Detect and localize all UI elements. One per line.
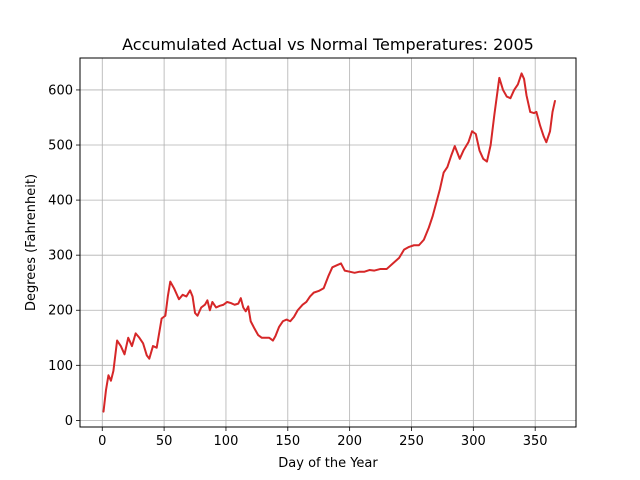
- x-tick-label: 200: [337, 434, 362, 449]
- x-tick-label: 250: [399, 434, 424, 449]
- y-tick-layer: 0 100 200 300 400 500 600: [48, 83, 80, 429]
- chart-title: Accumulated Actual vs Normal Temperature…: [122, 35, 534, 54]
- x-tick-label: 150: [275, 434, 300, 449]
- y-tick-label: 0: [65, 414, 73, 429]
- y-tick-label: 300: [48, 249, 73, 264]
- x-tick-label: 300: [461, 434, 486, 449]
- x-tick-label: 350: [523, 434, 548, 449]
- y-tick-label: 100: [48, 359, 73, 374]
- series-line: [102, 72, 556, 413]
- y-tick-label: 500: [48, 139, 73, 154]
- x-tick-label: 50: [156, 434, 173, 449]
- y-tick-label: 400: [48, 194, 73, 209]
- x-tick-label: 0: [98, 434, 106, 449]
- x-tick-label: 100: [214, 434, 239, 449]
- y-axis-label: Degrees (Fahrenheit): [24, 174, 39, 311]
- grid-layer: [80, 58, 576, 427]
- y-tick-label: 600: [48, 83, 73, 98]
- x-tick-layer: 0 50 100 150 200 250 300 350: [98, 427, 548, 449]
- x-axis-label: Day of the Year: [278, 456, 378, 471]
- plot-frame: [79, 57, 577, 428]
- series-layer: [102, 72, 556, 413]
- y-tick-label: 200: [48, 304, 73, 319]
